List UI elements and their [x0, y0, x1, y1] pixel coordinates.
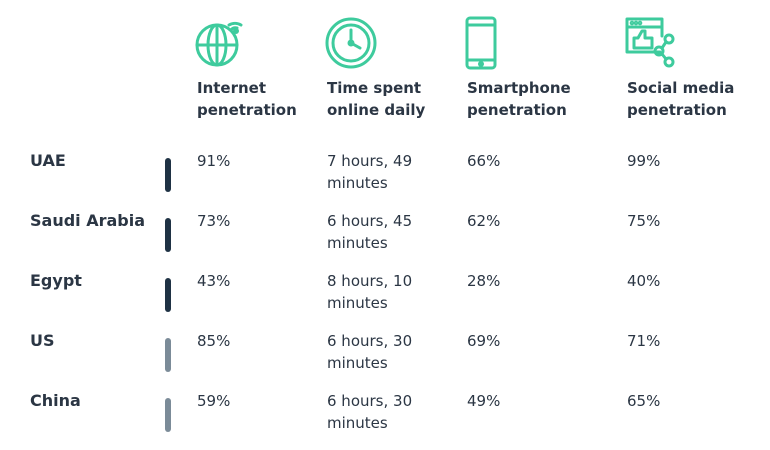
- header-line: penetration: [467, 101, 567, 119]
- smartphone-penetration-value: 66%: [467, 152, 501, 170]
- table-row-egypt: Egypt 43% 8 hours, 10 minutes 28% 40%: [0, 270, 770, 330]
- clock-icon: [324, 16, 378, 70]
- row-marker-bar: [165, 278, 171, 312]
- social-media-penetration-value: 75%: [627, 212, 661, 230]
- column-header-time-online: Time spent online daily: [327, 77, 467, 121]
- row-marker-bar: [165, 398, 171, 432]
- country-name: China: [30, 391, 81, 410]
- smartphone-penetration-value: 49%: [467, 392, 501, 410]
- header-line: Social media: [627, 79, 735, 97]
- time-online-value: 8 hours, 10 minutes: [327, 270, 447, 314]
- social-media-penetration-value: 40%: [627, 272, 661, 290]
- smartphone-penetration-value: 69%: [467, 332, 501, 350]
- column-header-internet: Internet penetration: [197, 77, 337, 121]
- social-media-penetration-value: 65%: [627, 392, 661, 410]
- country-name: Egypt: [30, 271, 82, 290]
- internet-penetration-value: 59%: [197, 392, 231, 410]
- column-header-social-media: Social media penetration: [627, 77, 767, 121]
- header-line: Time spent: [327, 79, 422, 97]
- country-name: UAE: [30, 151, 66, 170]
- time-online-value: 7 hours, 49 minutes: [327, 150, 447, 194]
- time-line: 8 hours, 10: [327, 272, 413, 290]
- internet-penetration-value: 91%: [197, 152, 231, 170]
- time-online-value: 6 hours, 30 minutes: [327, 330, 447, 374]
- time-online-value: 6 hours, 45 minutes: [327, 210, 447, 254]
- time-line: minutes: [327, 414, 388, 432]
- column-header-smartphone: Smartphone penetration: [467, 77, 607, 121]
- time-line: minutes: [327, 294, 388, 312]
- globe-wifi-icon: [193, 16, 247, 70]
- smartphone-icon: [463, 16, 517, 70]
- country-name: Saudi Arabia: [30, 211, 146, 230]
- header-line: Internet: [197, 79, 267, 97]
- social-media-like-share-icon: [624, 16, 678, 70]
- time-line: 6 hours, 45: [327, 212, 413, 230]
- header-line: Smartphone: [467, 79, 571, 97]
- header-line: penetration: [627, 101, 727, 119]
- table-row-uae: UAE 91% 7 hours, 49 minutes 66% 99%: [0, 150, 770, 210]
- smartphone-penetration-value: 62%: [467, 212, 501, 230]
- time-online-value: 6 hours, 30 minutes: [327, 390, 447, 434]
- internet-penetration-value: 85%: [197, 332, 231, 350]
- table-row-saudi-arabia: Saudi Arabia 73% 6 hours, 45 minutes 62%…: [0, 210, 770, 270]
- smartphone-penetration-value: 28%: [467, 272, 501, 290]
- social-media-penetration-value: 71%: [627, 332, 661, 350]
- internet-penetration-value: 73%: [197, 212, 231, 230]
- time-line: 7 hours, 49: [327, 152, 413, 170]
- row-marker-bar: [165, 158, 171, 192]
- table-row-china: China 59% 6 hours, 30 minutes 49% 65%: [0, 390, 770, 450]
- header-line: online daily: [327, 101, 426, 119]
- row-marker-bar: [165, 218, 171, 252]
- row-marker-bar: [165, 338, 171, 372]
- time-line: 6 hours, 30: [327, 392, 413, 410]
- time-line: minutes: [327, 234, 388, 252]
- country-name: US: [30, 331, 55, 350]
- time-line: minutes: [327, 354, 388, 372]
- social-media-penetration-value: 99%: [627, 152, 661, 170]
- time-line: minutes: [327, 174, 388, 192]
- table-row-us: US 85% 6 hours, 30 minutes 69% 71%: [0, 330, 770, 390]
- internet-penetration-value: 43%: [197, 272, 231, 290]
- header-line: penetration: [197, 101, 297, 119]
- time-line: 6 hours, 30: [327, 332, 413, 350]
